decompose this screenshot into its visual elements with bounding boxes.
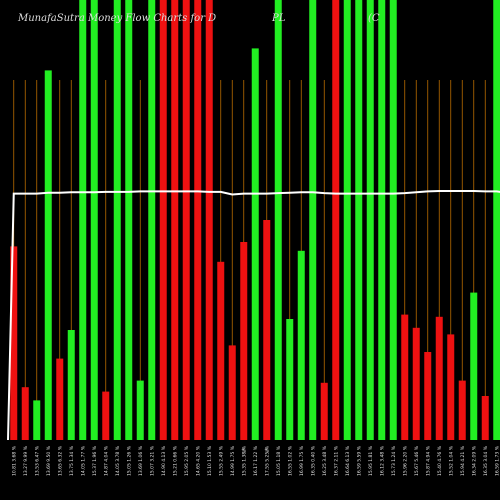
- x-tick-label: 16.64 6.13 %: [345, 445, 351, 476]
- bar-down: [194, 0, 202, 440]
- bar-up: [309, 0, 317, 440]
- x-tick-label: 17.55 5.25 %: [264, 445, 270, 476]
- chart-title: MunafaSutra Money Flow Charts for D: [17, 13, 216, 24]
- bar-up: [125, 0, 133, 440]
- bar-up: [251, 48, 259, 441]
- bar-up: [44, 70, 52, 441]
- x-tick-label: 13.65 6.32 %: [57, 445, 63, 476]
- x-tick-label: 13.69 9.50 %: [46, 445, 52, 476]
- x-axis-tick-labels: 10.81 3.68 % 13.27 9.99 % 13.53 6.47 % 13.6…: [11, 445, 500, 476]
- bar-up: [493, 0, 500, 440]
- x-tick-label: 15.35 1.38 %: [241, 445, 247, 476]
- bar-down: [182, 0, 190, 440]
- bar-down: [159, 0, 167, 440]
- x-tick-label: 15.87 4.94 %: [425, 445, 431, 476]
- x-tick-label: 15.52 1.04 %: [448, 445, 454, 476]
- chart-title-fragment-2: (C: [368, 13, 380, 24]
- bar-up: [148, 0, 156, 440]
- bar-up: [113, 0, 121, 440]
- x-tick-label: 16.34 2.09 %: [471, 445, 477, 476]
- x-tick-label: 15.05 1.18 %: [276, 445, 282, 476]
- bar-up: [389, 0, 397, 440]
- chart-title-fragment-1: PL: [271, 13, 286, 24]
- bar-up: [366, 0, 374, 440]
- x-tick-label: 14.90 4.13 %: [161, 445, 167, 476]
- bar-up: [297, 250, 305, 440]
- bar-down: [332, 0, 340, 440]
- x-tick-label: 10.81 3.68 %: [11, 445, 17, 476]
- x-tick-label: 16.59 1.73 %: [494, 445, 500, 476]
- percent-marker: %: [265, 448, 270, 454]
- money-flow-bars: [10, 0, 500, 441]
- bar-down: [447, 334, 455, 440]
- bar-down: [424, 352, 432, 440]
- bar-down: [412, 327, 420, 440]
- x-tick-label: 16.55 1.02 %: [287, 445, 293, 476]
- bar-up: [79, 0, 87, 440]
- percent-marker: %: [242, 448, 247, 454]
- bar-down: [320, 382, 328, 440]
- x-tick-label: 16.17 1.22 %: [253, 445, 259, 476]
- x-tick-label: 15.95 1.81 %: [368, 445, 374, 476]
- price-line: [7, 189, 500, 441]
- bar-down: [481, 396, 489, 440]
- x-tick-label: 16.37 2.11 %: [333, 445, 339, 476]
- bar-down: [102, 391, 110, 440]
- x-tick-label: 14.65 4.20 %: [195, 445, 201, 476]
- x-tick-label: 15.37 1.96 %: [92, 445, 98, 476]
- bar-down: [263, 220, 271, 440]
- bar-down: [205, 0, 213, 440]
- x-tick-label: 13.75 1.34 %: [69, 445, 75, 476]
- bar-up: [90, 0, 98, 440]
- bar-up: [67, 330, 75, 440]
- x-tick-label: 16.25 3.48 %: [322, 445, 328, 476]
- bar-up: [33, 400, 41, 440]
- x-tick-label: 15.67 5.46 %: [414, 445, 420, 476]
- x-tick-label: 15.73 1.24 %: [391, 445, 397, 476]
- x-tick-label: 16.35 0.40 %: [310, 445, 316, 476]
- x-tick-label: 13.27 9.99 %: [23, 445, 29, 476]
- x-tick-label: 16.99 1.75 %: [299, 445, 305, 476]
- x-tick-label: 15.96 2.20 %: [402, 445, 408, 476]
- x-tick-label: 14.05 1.77 %: [80, 445, 86, 476]
- x-tick-label: 14.05 3.78 %: [115, 445, 121, 476]
- x-tick-label: 16.12 3.48 %: [379, 445, 385, 476]
- x-tick-label: 15.10 1.53 %: [207, 445, 213, 476]
- bar-up: [355, 0, 363, 440]
- bar-up: [378, 0, 386, 440]
- x-tick-label: 15.95 2.05 %: [184, 445, 190, 476]
- x-tick-label: 14.87 4.04 %: [103, 445, 109, 476]
- x-tick-label: 15.05 1.26 %: [126, 445, 132, 476]
- bar-up: [343, 0, 351, 440]
- x-tick-label: 15.07 3.21 %: [149, 445, 155, 476]
- x-tick-label: 15.21 0.66 %: [172, 445, 178, 476]
- bar-down: [435, 316, 443, 440]
- x-tick-label: 15.94 4.21 %: [460, 445, 466, 476]
- bar-down: [240, 242, 248, 440]
- bar-down: [458, 380, 466, 440]
- bar-down: [10, 246, 18, 440]
- x-tick-label: 16.59 5.59 %: [356, 445, 362, 476]
- bar-up: [274, 0, 282, 440]
- bar-down: [217, 261, 225, 440]
- bar-down: [21, 387, 29, 440]
- x-tick-label: 15.40 4.76 %: [437, 445, 443, 476]
- x-tick-label: 13.69 1.06 %: [138, 445, 144, 476]
- bar-down: [171, 0, 179, 440]
- bar-down: [56, 358, 64, 440]
- bar-up: [470, 292, 478, 440]
- x-tick-label: 15.55 2.49 %: [218, 445, 224, 476]
- x-tick-label: 14.99 1.75 %: [230, 445, 236, 476]
- x-tick-label: 13.53 6.47 %: [34, 445, 40, 476]
- bar-down: [401, 314, 409, 440]
- bar-up: [136, 380, 144, 440]
- bar-down: [228, 345, 236, 440]
- x-tick-label: 16.35 3.04 %: [483, 445, 489, 476]
- bar-up: [286, 319, 294, 440]
